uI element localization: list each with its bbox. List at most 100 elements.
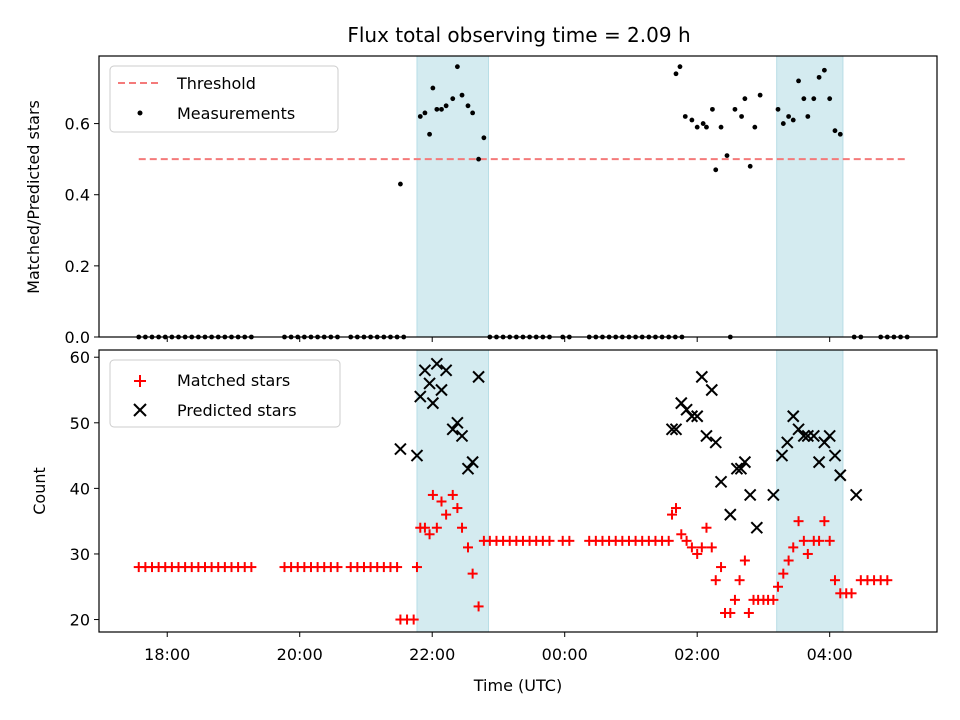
measurement-point <box>398 181 403 187</box>
measurement-point <box>443 103 449 109</box>
measurement-point <box>811 96 817 102</box>
measurement-point <box>430 85 436 91</box>
matched-star-point <box>441 509 452 520</box>
top-y-axis-label: Matched/Predicted stars <box>24 100 43 294</box>
measurement-point <box>724 153 730 158</box>
matched-star-point <box>424 529 435 540</box>
predicted-star-point <box>738 455 752 469</box>
predicted-star-point <box>695 370 709 384</box>
x-axis-label: Time (UTC) <box>473 676 562 695</box>
measurement-point <box>832 128 838 134</box>
measurement-point <box>417 114 423 119</box>
matched-star-point <box>798 535 809 546</box>
matched-star-point <box>681 535 692 546</box>
legend-measurements-label: Measurements <box>177 104 295 123</box>
predicted-star-point <box>828 449 842 462</box>
predicted-star-point <box>700 429 713 443</box>
matched-star-point <box>332 562 343 573</box>
predicted-star-point <box>410 449 424 462</box>
predicted-star-point <box>767 488 780 502</box>
predicted-star-point <box>787 410 800 423</box>
predicted-star-point <box>724 508 737 521</box>
bottom-y-tick-label: 30 <box>70 545 90 564</box>
measurement-point <box>757 92 763 98</box>
bottom-x-tick-label: 02:00 <box>674 645 720 664</box>
bottom-y-axis-label: Count <box>30 467 49 515</box>
matched-star-point <box>788 542 799 553</box>
matched-star-point <box>734 575 745 586</box>
matched-star-point <box>824 535 835 546</box>
measurement-point <box>732 106 738 112</box>
top-x-ticks <box>166 337 831 342</box>
shaded-region-1 <box>416 55 490 338</box>
bottom-x-tick-label: 22:00 <box>409 645 455 664</box>
predicted-star-point <box>775 449 789 462</box>
predicted-star-point <box>418 364 432 377</box>
measurement-point <box>677 64 683 70</box>
matched-star-point <box>692 548 703 559</box>
top-legend-box <box>109 65 339 133</box>
matched-star-point <box>392 562 403 573</box>
predicted-star-point <box>446 423 459 436</box>
measurement-point <box>434 106 440 112</box>
chart-title: Flux total observing time = 2.09 h <box>347 23 690 47</box>
predicted-star-point <box>705 383 718 397</box>
predicted-star-point <box>423 377 436 390</box>
measurement-point <box>459 92 465 98</box>
matched-stars-points <box>133 489 893 625</box>
bottom-panel: 20 30 40 50 60 18:00 20:00 22:00 00:00 02:00 04:0… <box>30 348 938 695</box>
predicted-star-point <box>394 442 407 456</box>
legend-measurements-swatch <box>137 110 143 116</box>
predicted-star-point <box>685 410 699 423</box>
matched-star-point <box>686 542 697 553</box>
matched-star-point <box>716 562 727 573</box>
matched-star-point <box>846 588 857 599</box>
bottom-plot-frame <box>98 349 938 633</box>
bottom-legend: Matched stars Predicted stars <box>109 359 341 428</box>
predicted-star-point <box>414 390 427 403</box>
measurement-point <box>718 124 724 130</box>
predicted-star-point <box>461 462 475 475</box>
predicted-star-point <box>797 429 811 443</box>
bottom-x-tick-label: 00:00 <box>542 645 588 664</box>
predicted-star-point <box>743 488 757 502</box>
top-y-ticks: 0.0 0.2 0.4 0.6 <box>65 115 99 347</box>
matched-star-point <box>701 522 712 533</box>
predicted-star-point <box>807 429 820 443</box>
measurement-point <box>704 124 709 130</box>
measurement-point <box>465 103 471 109</box>
bottom-y-tick-label: 40 <box>70 479 90 498</box>
matched-star-point <box>452 503 463 514</box>
measurement-point <box>780 121 786 126</box>
predicted-star-point <box>430 357 444 370</box>
bottom-x-tick-label: 18:00 <box>144 645 190 664</box>
measurement-point <box>454 64 460 70</box>
matched-star-point <box>739 555 750 566</box>
predicted-star-point <box>665 423 679 436</box>
matched-star-point <box>473 601 484 612</box>
predicted-star-point <box>781 436 794 449</box>
matched-star-point <box>427 489 438 500</box>
matched-star-point <box>676 529 687 540</box>
predicted-star-point <box>750 521 764 534</box>
top-y-tick-label: 0.6 <box>65 115 90 134</box>
predicted-star-point <box>849 488 863 502</box>
measurement-point <box>422 110 428 116</box>
measurement-point <box>694 124 700 130</box>
matched-star-point <box>729 594 740 605</box>
matched-star-point <box>462 542 473 553</box>
matched-star-point <box>696 542 707 553</box>
predicted-star-point <box>451 416 464 430</box>
matched-star-point <box>725 607 736 618</box>
top-y-tick-label: 0.4 <box>65 186 90 205</box>
matched-star-point <box>408 614 419 625</box>
measurement-point <box>682 114 688 119</box>
matched-star-point <box>743 607 754 618</box>
shaded-region-2 <box>776 349 844 633</box>
matched-star-point <box>814 535 825 546</box>
measurement-point <box>481 135 487 141</box>
measurement-point <box>739 114 744 119</box>
top-y-tick-label: 0.2 <box>65 257 90 276</box>
measurement-point <box>821 67 827 73</box>
